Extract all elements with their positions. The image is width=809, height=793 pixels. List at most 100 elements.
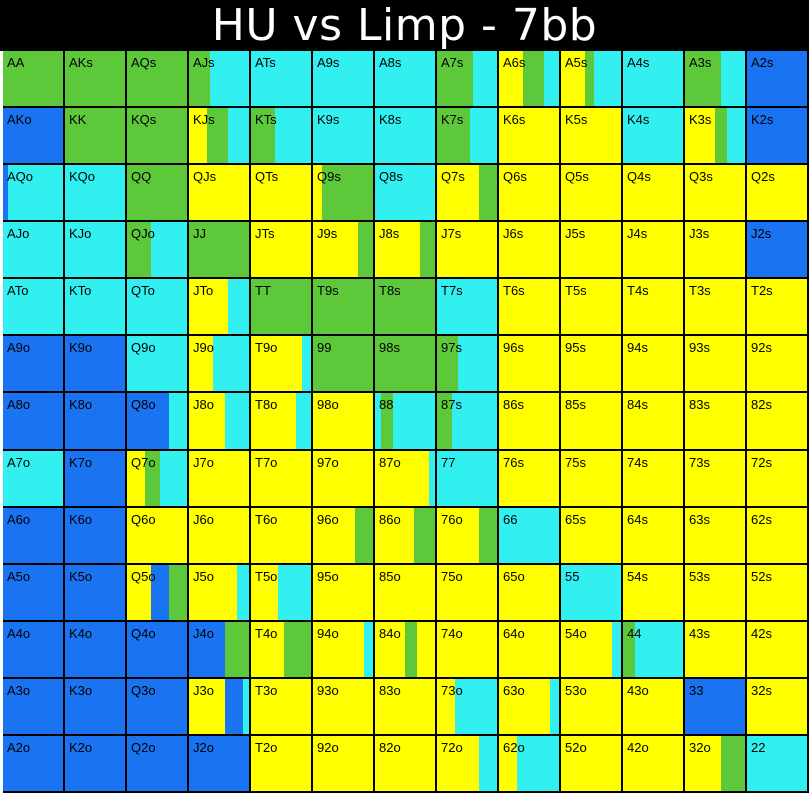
hand-label: 52s bbox=[751, 569, 772, 584]
hand-cell-92o: 92o bbox=[313, 736, 373, 791]
hand-frequency-segment bbox=[420, 222, 435, 277]
hand-frequency-segment bbox=[65, 336, 125, 391]
hand-cell-86s: 86s bbox=[499, 393, 559, 449]
hand-cell-J2o: J2o bbox=[189, 736, 249, 791]
hand-cell-A2o: A2o bbox=[3, 736, 63, 791]
hand-cell-84s: 84s bbox=[623, 393, 683, 449]
hand-frequency-segment bbox=[437, 165, 479, 220]
hand-frequency-segment bbox=[251, 565, 278, 620]
hand-label: K5s bbox=[565, 112, 588, 127]
hand-cell-87s: 87s bbox=[437, 393, 497, 449]
hand-label: KTs bbox=[255, 112, 277, 127]
hand-frequency-segment bbox=[499, 736, 517, 791]
hand-cell-A9s: A9s bbox=[313, 51, 373, 106]
hand-frequency-segment bbox=[313, 279, 373, 334]
hand-label: AQs bbox=[131, 55, 157, 70]
hand-frequency-segment bbox=[417, 622, 435, 677]
hand-label: 65o bbox=[503, 569, 525, 584]
hand-frequency-segment bbox=[225, 622, 249, 677]
hand-cell-Q9s: Q9s bbox=[313, 165, 373, 220]
hand-label: 64s bbox=[627, 512, 648, 527]
hand-frequency-segment bbox=[189, 393, 225, 449]
hand-label: K4o bbox=[69, 626, 93, 641]
hand-cell-53o: 53o bbox=[561, 679, 621, 734]
hand-label: 74o bbox=[441, 626, 463, 641]
hand-cell-A6o: A6o bbox=[3, 508, 63, 563]
hand-label: T8o bbox=[255, 397, 278, 412]
hand-frequency-segment bbox=[747, 451, 807, 506]
hand-frequency-segment bbox=[65, 508, 125, 563]
hand-label: 55 bbox=[565, 569, 580, 584]
hand-frequency-segment bbox=[3, 336, 63, 391]
hand-frequency-segment bbox=[375, 165, 435, 220]
hand-label: K3s bbox=[689, 112, 712, 127]
hand-frequency-segment bbox=[721, 51, 745, 106]
hand-label: 83o bbox=[379, 683, 401, 698]
hand-cell-KTo: KTo bbox=[65, 279, 125, 334]
hand-frequency-segment bbox=[458, 336, 497, 391]
hand-cell-Q3o: Q3o bbox=[127, 679, 187, 734]
hand-label: Q2s bbox=[751, 169, 775, 184]
hand-cell-97s: 97s bbox=[437, 336, 497, 391]
hand-cell-J9o: J9o bbox=[189, 336, 249, 391]
hand-cell-QTo: QTo bbox=[127, 279, 187, 334]
hand-label: J3o bbox=[193, 683, 214, 698]
hand-cell-K7o: K7o bbox=[65, 451, 125, 506]
hand-label: K7o bbox=[69, 455, 93, 470]
hand-label: 86s bbox=[503, 397, 524, 412]
hand-frequency-segment bbox=[65, 736, 125, 791]
hand-label: T9o bbox=[255, 340, 278, 355]
hand-cell-J5s: J5s bbox=[561, 222, 621, 277]
hand-frequency-segment bbox=[313, 679, 373, 734]
hand-cell-Q7o: Q7o bbox=[127, 451, 187, 506]
hand-frequency-segment bbox=[189, 736, 249, 791]
hand-cell-95s: 95s bbox=[561, 336, 621, 391]
hand-frequency-segment bbox=[189, 222, 249, 277]
hand-frequency-segment bbox=[3, 279, 63, 334]
hand-frequency-segment bbox=[228, 279, 249, 334]
hand-frequency-segment bbox=[437, 622, 497, 677]
hand-cell-J3s: J3s bbox=[685, 222, 745, 277]
hand-frequency-segment bbox=[127, 165, 187, 220]
hand-frequency-segment bbox=[747, 622, 807, 677]
hand-label: K6s bbox=[503, 112, 526, 127]
hand-frequency-segment bbox=[455, 679, 497, 734]
hand-label: 53s bbox=[689, 569, 710, 584]
hand-cell-KQo: KQo bbox=[65, 165, 125, 220]
hand-frequency-segment bbox=[499, 451, 559, 506]
hand-frequency-segment bbox=[499, 565, 559, 620]
hand-cell-Q6s: Q6s bbox=[499, 165, 559, 220]
hand-cell-75o: 75o bbox=[437, 565, 497, 620]
hand-cell-Q3s: Q3s bbox=[685, 165, 745, 220]
hand-label: Q6o bbox=[131, 512, 156, 527]
hand-frequency-segment bbox=[251, 622, 284, 677]
hand-frequency-segment bbox=[685, 222, 745, 277]
hand-cell-K4s: K4s bbox=[623, 108, 683, 163]
hand-frequency-segment bbox=[393, 393, 435, 449]
hand-frequency-segment bbox=[561, 679, 621, 734]
hand-label: AKo bbox=[7, 112, 32, 127]
hand-frequency-segment bbox=[3, 622, 63, 677]
hand-label: KQs bbox=[131, 112, 157, 127]
hand-frequency-segment bbox=[251, 336, 302, 391]
hand-cell-43s: 43s bbox=[685, 622, 745, 677]
hand-frequency-segment bbox=[65, 451, 125, 506]
hand-frequency-segment bbox=[251, 222, 311, 277]
hand-frequency-segment bbox=[685, 165, 745, 220]
hand-frequency-segment bbox=[517, 736, 559, 791]
hand-frequency-segment bbox=[561, 336, 621, 391]
hand-frequency-segment bbox=[437, 279, 497, 334]
hand-label: 83s bbox=[689, 397, 710, 412]
hand-frequency-segment bbox=[355, 508, 373, 563]
hand-cell-93o: 93o bbox=[313, 679, 373, 734]
hand-cell-44: 44 bbox=[623, 622, 683, 677]
hand-cell-J7s: J7s bbox=[437, 222, 497, 277]
hand-label: 82o bbox=[379, 740, 401, 755]
hand-cell-A5s: A5s bbox=[561, 51, 621, 106]
hand-cell-ATs: ATs bbox=[251, 51, 311, 106]
hand-frequency-segment bbox=[437, 336, 458, 391]
hand-frequency-segment bbox=[561, 451, 621, 506]
hand-label: T5o bbox=[255, 569, 278, 584]
hand-cell-AJs: AJs bbox=[189, 51, 249, 106]
hand-label: 86o bbox=[379, 512, 401, 527]
